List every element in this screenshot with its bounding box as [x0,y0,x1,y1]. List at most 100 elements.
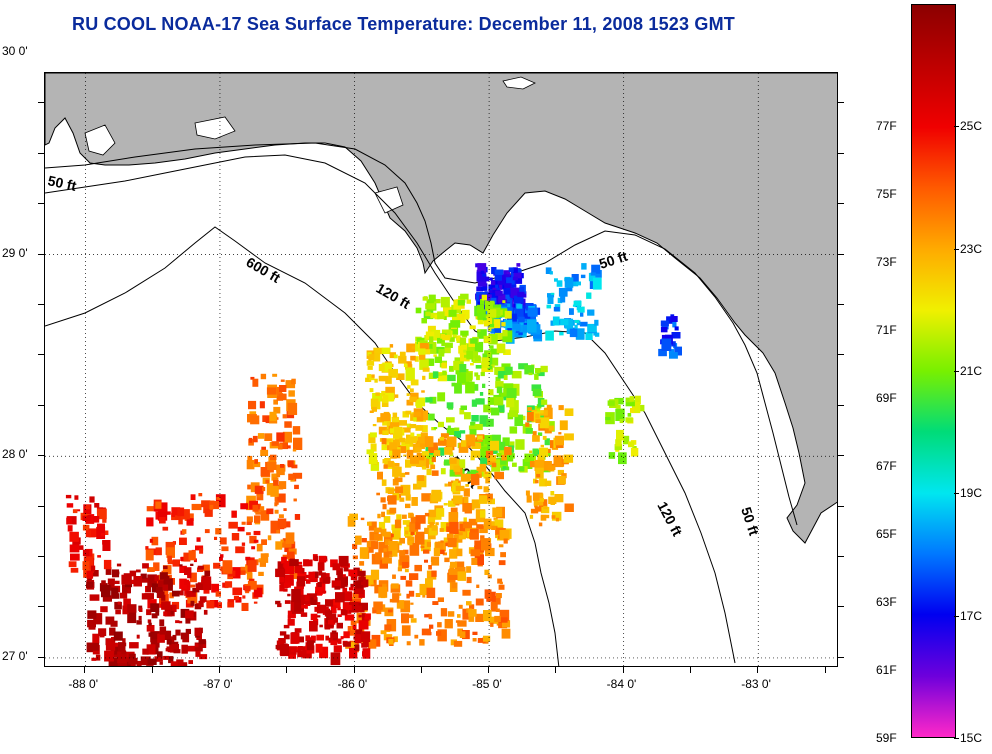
sst-pixel [429,624,434,629]
sst-pixel [422,375,426,380]
sst-pixel [204,570,211,577]
sst-pixel [416,455,426,467]
sst-pixel [232,587,243,596]
sst-pixel [442,635,447,638]
sst-pixel [194,643,199,648]
sst-pixel [405,503,411,509]
sst-pixel [368,452,378,465]
sst-pixel [466,576,472,584]
sst-pixel [671,332,681,339]
sst-pixel [498,404,505,413]
sst-pixel [376,492,380,496]
map-canvas[interactable]: 50 ft 600 ft 120 ft 50 ft 600 ft 120 ft … [45,73,838,667]
sst-pixel [89,496,95,503]
sst-pixel [312,571,319,578]
sst-pixel [434,299,441,304]
sst-pixel [421,425,428,433]
sst-pixel [493,396,504,406]
sst-pixel [461,309,470,319]
colorbar-c-label: 21C [960,364,983,378]
sst-pixel [478,439,482,442]
sst-pixel [340,574,346,578]
sst-pixel [413,411,421,417]
sst-pixel [287,593,291,597]
sst-pixel [338,555,349,567]
sst-pixel [478,470,482,475]
sst-pixel [439,528,444,532]
sst-pixel [483,486,489,493]
sst-pixel [458,345,468,354]
sst-pixel [469,604,475,610]
sst-pixel [416,453,425,461]
sst-pixel [319,624,323,628]
sst-pixel [423,549,430,554]
sst-pixel [392,529,401,540]
sst-pixel [456,548,463,557]
sst-pixel [474,341,484,353]
sst-pixel [400,600,411,613]
sst-pixel [279,385,287,392]
sst-pixel [382,583,387,588]
sst-pixel [417,436,427,446]
sst-pixel [629,396,635,402]
lat-tick-label: 28 0' [2,447,28,462]
sst-pixel [187,591,198,604]
sst-pixel [296,636,304,643]
land-mass [45,73,837,544]
sst-pixel [477,435,483,441]
colorbar-tick [954,738,959,739]
sst-pixel [441,362,447,369]
sst-pixel [421,390,425,393]
sst-pixel [377,513,381,519]
sst-pixel [424,527,431,534]
sst-pixel [468,609,477,617]
sst-pixel [560,296,566,303]
sst-pixel [619,419,624,424]
sst-pixel [477,329,487,339]
sst-pixel [146,506,154,512]
sst-pixel [275,600,281,605]
sst-pixel [431,525,438,531]
sst-pixel [273,406,281,414]
sst-pixel [388,609,393,613]
colorbar-tick [954,493,959,495]
sst-pixel [111,637,116,643]
contour-120ft [45,154,736,664]
sst-pixel [292,472,303,479]
sst-pixel [162,584,169,591]
sst-pixel [459,631,466,638]
sst-map[interactable]: 50 ft 600 ft 120 ft 50 ft 600 ft 120 ft … [44,72,838,667]
sst-pixel [487,458,494,465]
sst-pixel [477,638,486,643]
sst-pixel [340,609,348,616]
sst-pixel [215,591,221,597]
sst-pixel [483,471,492,479]
sst-pixel [490,407,500,416]
sst-pixel [92,633,100,643]
sst-pixel [359,547,369,559]
sst-pixel [392,574,396,579]
sst-pixel [314,556,319,562]
sst-pixel [499,581,503,585]
sst-pixel [428,344,433,349]
sst-pixel [370,462,380,471]
sst-pixel [399,437,406,443]
sst-pixel [542,435,547,440]
sst-pixel [498,320,505,328]
sst-pixel [387,460,394,468]
sst-pixel [553,306,560,312]
sst-pixel [438,349,445,357]
sst-pixel [490,348,500,355]
sst-pixel [497,441,506,450]
sst-pixel [428,294,436,302]
sst-pixel [508,267,514,272]
sst-pixel [389,344,394,348]
lon-tick-mark [84,667,86,673]
sst-pixel [550,491,555,496]
sst-pixel [481,357,490,368]
sst-pixel [499,530,510,541]
sst-pixel [469,532,478,539]
sst-pixel [93,516,100,523]
lat-tick-mark [838,203,844,205]
sst-pixel [122,638,126,643]
